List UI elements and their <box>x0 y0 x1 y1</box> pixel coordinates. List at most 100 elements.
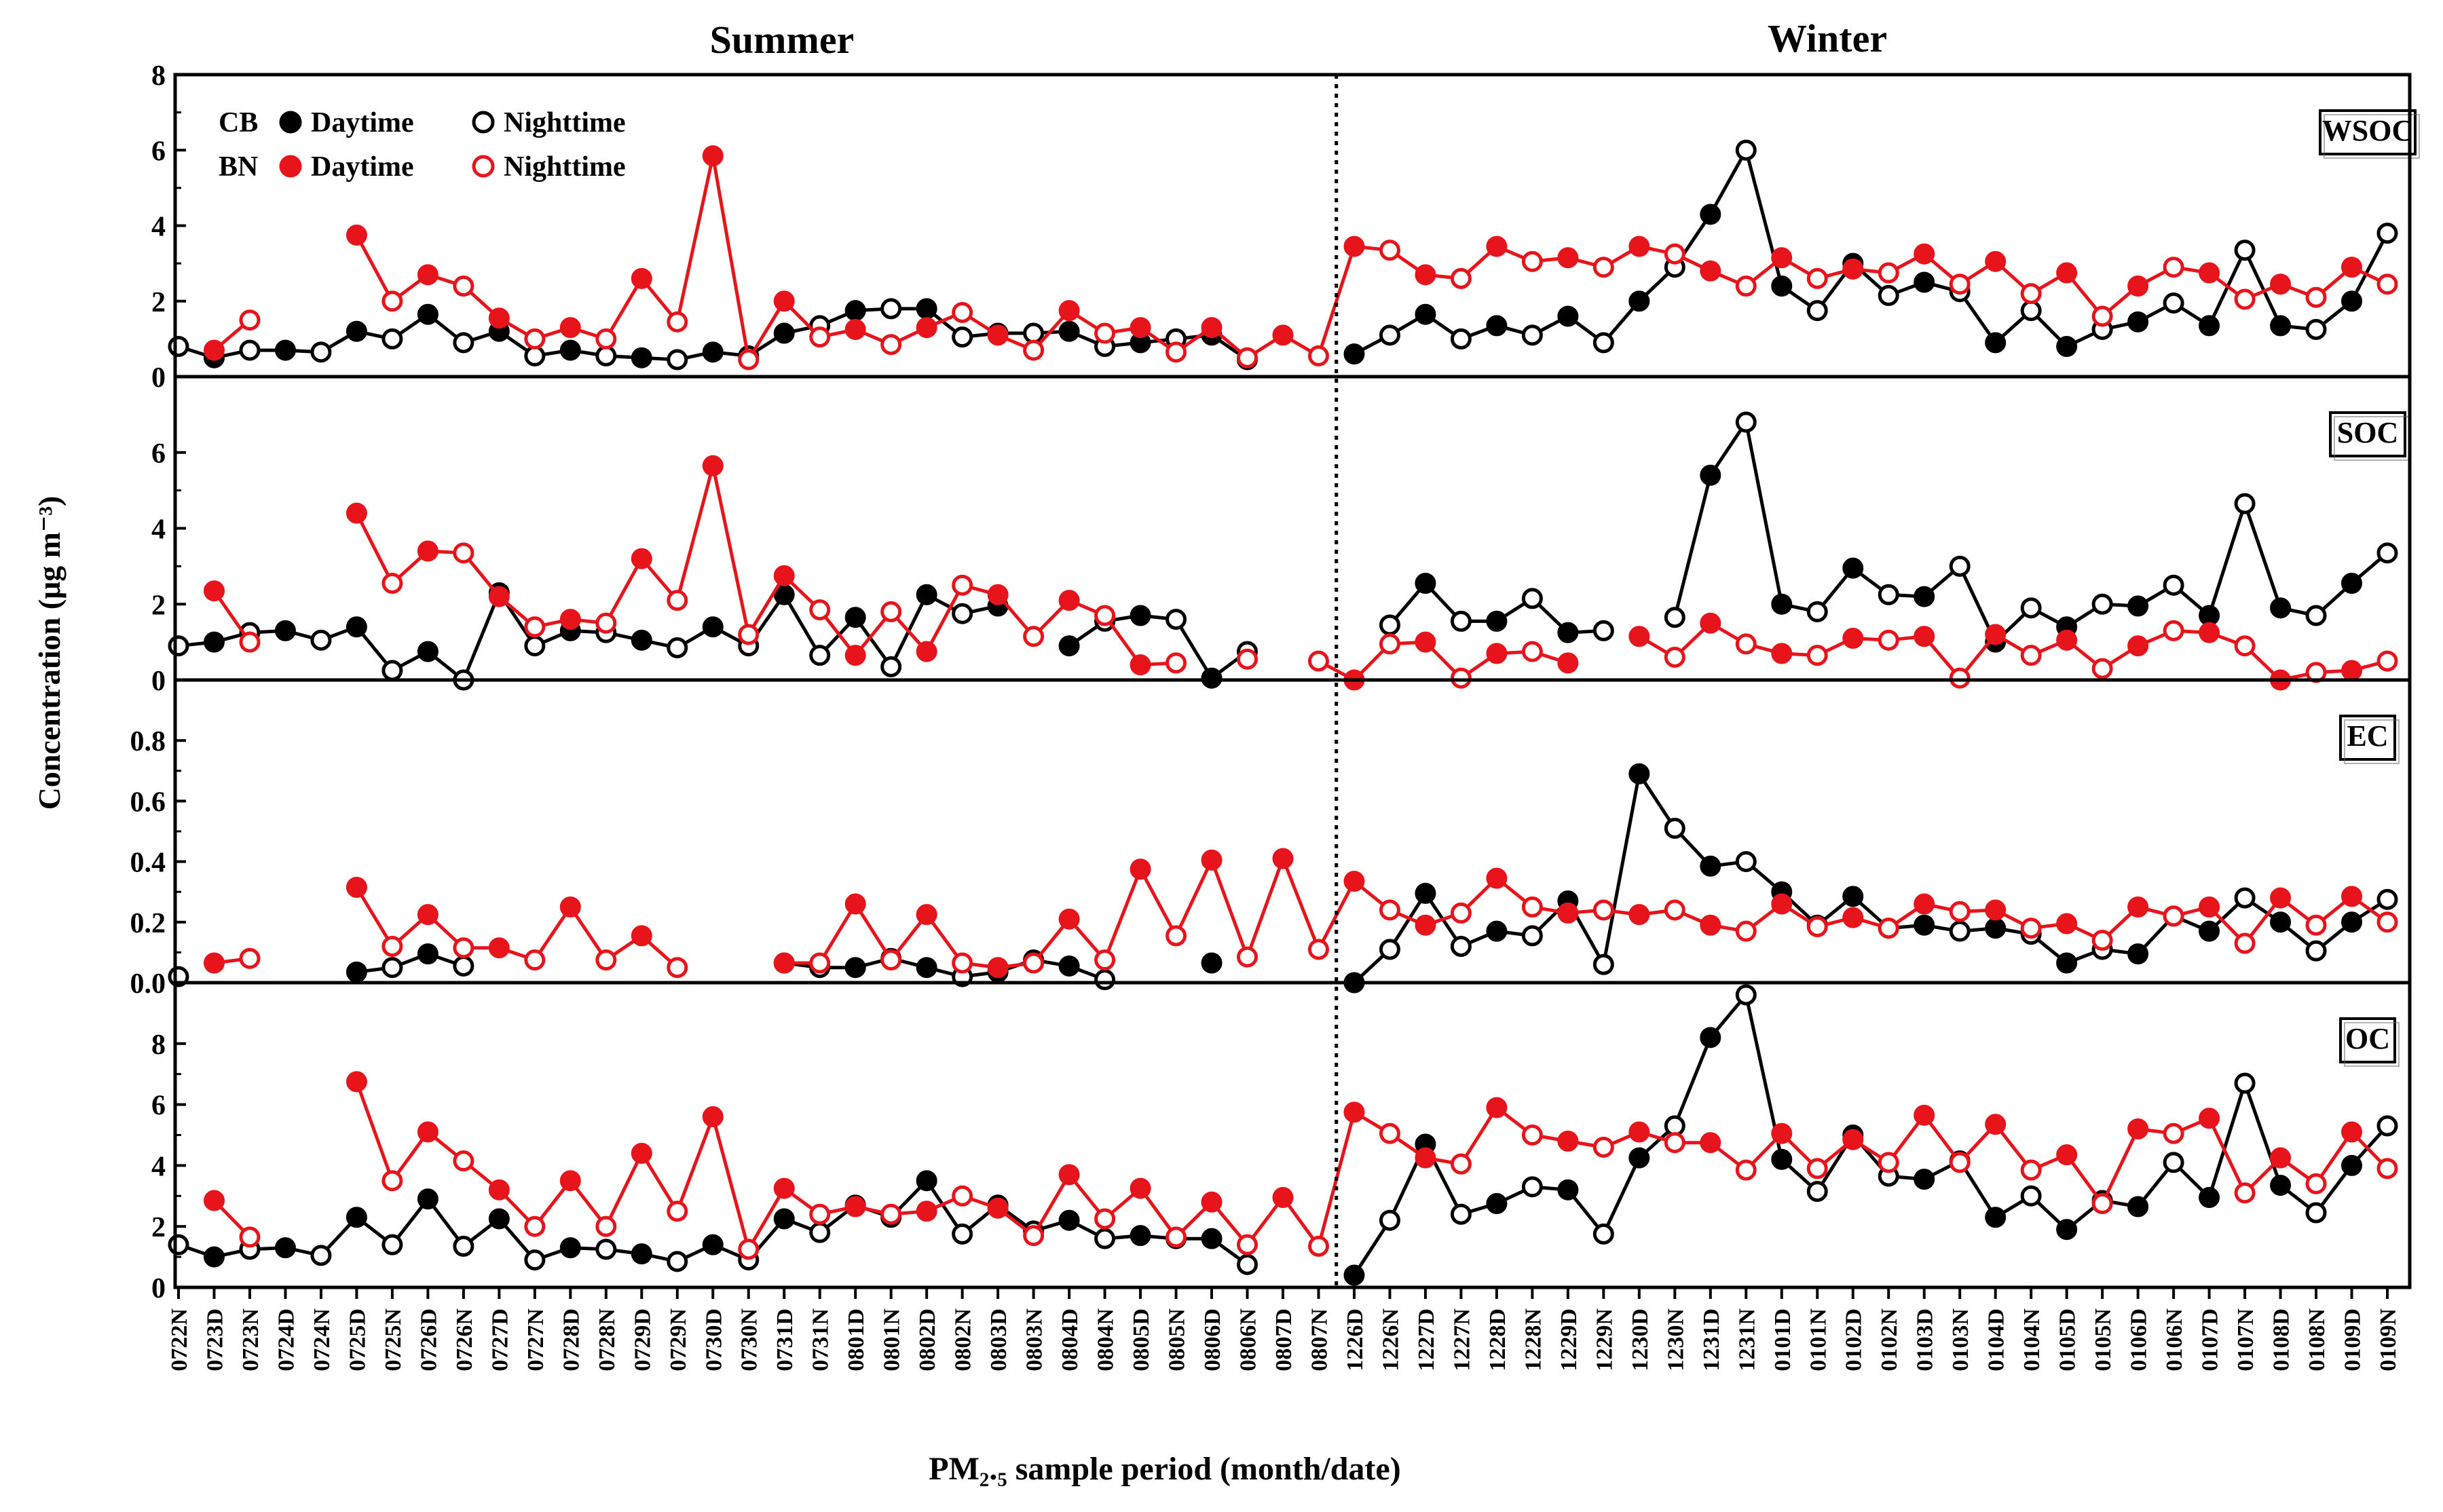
x-tick-label: 0731N <box>808 1308 834 1372</box>
night-point <box>880 949 902 971</box>
night-point <box>1094 1228 1116 1249</box>
day-point <box>1557 1179 1579 1201</box>
series-bn-soc <box>203 455 2398 691</box>
panel-ec: 0.0 0.2 0.4 0.6 0.8 EC <box>130 678 2412 1000</box>
day-point <box>1914 1169 1935 1190</box>
series-bn-oc <box>203 1071 2398 1260</box>
x-tick-label: 0107N <box>2233 1308 2258 1372</box>
day-point <box>1201 849 1223 871</box>
x-tick-label: 0729D <box>630 1308 655 1372</box>
x-tick-label: 1227N <box>1449 1308 1474 1372</box>
day-point <box>1343 1101 1365 1123</box>
day-point <box>2056 1219 2078 1241</box>
x-tick-label: 1230D <box>1628 1308 1653 1372</box>
night-point <box>2163 1152 2184 1173</box>
day-point <box>1771 1122 1793 1144</box>
night-point <box>667 590 688 611</box>
series-bn-ec <box>203 848 2398 979</box>
day-point <box>2270 315 2292 337</box>
day-point <box>773 952 795 974</box>
night-point <box>2376 1158 2398 1179</box>
night-point <box>2376 1115 2398 1137</box>
night-point <box>667 637 688 659</box>
x-tick-label: 0730N <box>737 1308 762 1372</box>
legend-day-marker <box>279 155 302 178</box>
day-point <box>1058 1164 1080 1186</box>
day-point <box>773 1208 795 1230</box>
night-point <box>310 341 332 363</box>
night-point <box>2234 887 2256 909</box>
day-point <box>274 1237 296 1259</box>
night-point <box>1806 267 1828 289</box>
day-point <box>1130 654 1151 676</box>
night-point <box>1521 925 1543 947</box>
x-tick-label: 0106N <box>2162 1308 2187 1372</box>
x-tick-label: 0807N <box>1307 1308 1332 1372</box>
night-point <box>2376 911 2398 933</box>
x-tick-label: 0102N <box>1877 1308 1902 1372</box>
day-point <box>1628 904 1650 926</box>
night-point <box>1165 341 1187 363</box>
day-point <box>346 224 367 246</box>
panel-label-text: WSOC <box>2322 114 2413 147</box>
day-point <box>1272 324 1294 346</box>
day-point <box>844 645 866 666</box>
day-point <box>2127 311 2149 333</box>
night-point <box>1592 1223 1614 1245</box>
night-point <box>809 326 831 348</box>
night-point <box>1023 626 1045 647</box>
day-point <box>916 298 937 320</box>
day-point <box>916 904 937 926</box>
day-point <box>2127 635 2149 657</box>
x-tick-label: 0805N <box>1165 1308 1190 1372</box>
night-point <box>381 328 403 349</box>
night-point <box>1735 984 1757 1006</box>
night-point <box>2234 1182 2256 1204</box>
day-point <box>346 616 367 638</box>
x-tick-label: 1228D <box>1485 1308 1510 1372</box>
night-point <box>1949 555 1971 577</box>
day-point <box>1700 1132 1721 1154</box>
day-point <box>1343 343 1365 365</box>
day-point <box>1628 1121 1650 1143</box>
night-point <box>1806 601 1828 622</box>
night-point <box>1165 609 1187 630</box>
day-point <box>2341 886 2363 907</box>
night-point <box>667 349 688 371</box>
day-point <box>844 957 866 979</box>
day-point <box>2199 262 2220 284</box>
y-tick-label: 0.4 <box>130 848 166 879</box>
x-tick-label: 0805D <box>1129 1308 1154 1372</box>
x-tick-label: 1226D <box>1343 1308 1368 1372</box>
night-point <box>1592 332 1614 354</box>
day-point <box>2199 896 2220 918</box>
night-point <box>1450 610 1472 632</box>
night-point <box>1878 284 1899 306</box>
day-point <box>1130 605 1151 626</box>
night-point <box>524 949 546 971</box>
y-tick-label: 8 <box>151 1029 166 1061</box>
day-point <box>1557 902 1579 924</box>
x-tick-label: 1230N <box>1663 1308 1688 1372</box>
night-point <box>2376 273 2398 295</box>
night-point <box>1237 1253 1258 1275</box>
y-tick-label: 4 <box>151 514 166 546</box>
x-tick-label: 0105N <box>2091 1308 2116 1372</box>
day-point <box>1914 586 1935 607</box>
night-point <box>2091 593 2113 615</box>
night-point <box>2305 914 2327 936</box>
night-point <box>1379 939 1400 960</box>
day-point <box>1700 612 1721 634</box>
day-point <box>274 339 296 361</box>
x-tick-label: 0806N <box>1236 1308 1261 1372</box>
day-point <box>2056 952 2078 974</box>
night-point <box>1664 899 1685 921</box>
panel-label: OC <box>2339 1017 2400 1067</box>
day-point <box>2199 605 2220 626</box>
y-tick-label: 6 <box>151 438 166 470</box>
night-point <box>239 339 261 361</box>
panel-label-shadow <box>2344 719 2400 764</box>
y-tick-label: 2 <box>151 287 166 318</box>
night-point <box>809 1203 831 1225</box>
x-tick-label: 0804D <box>1058 1308 1083 1372</box>
